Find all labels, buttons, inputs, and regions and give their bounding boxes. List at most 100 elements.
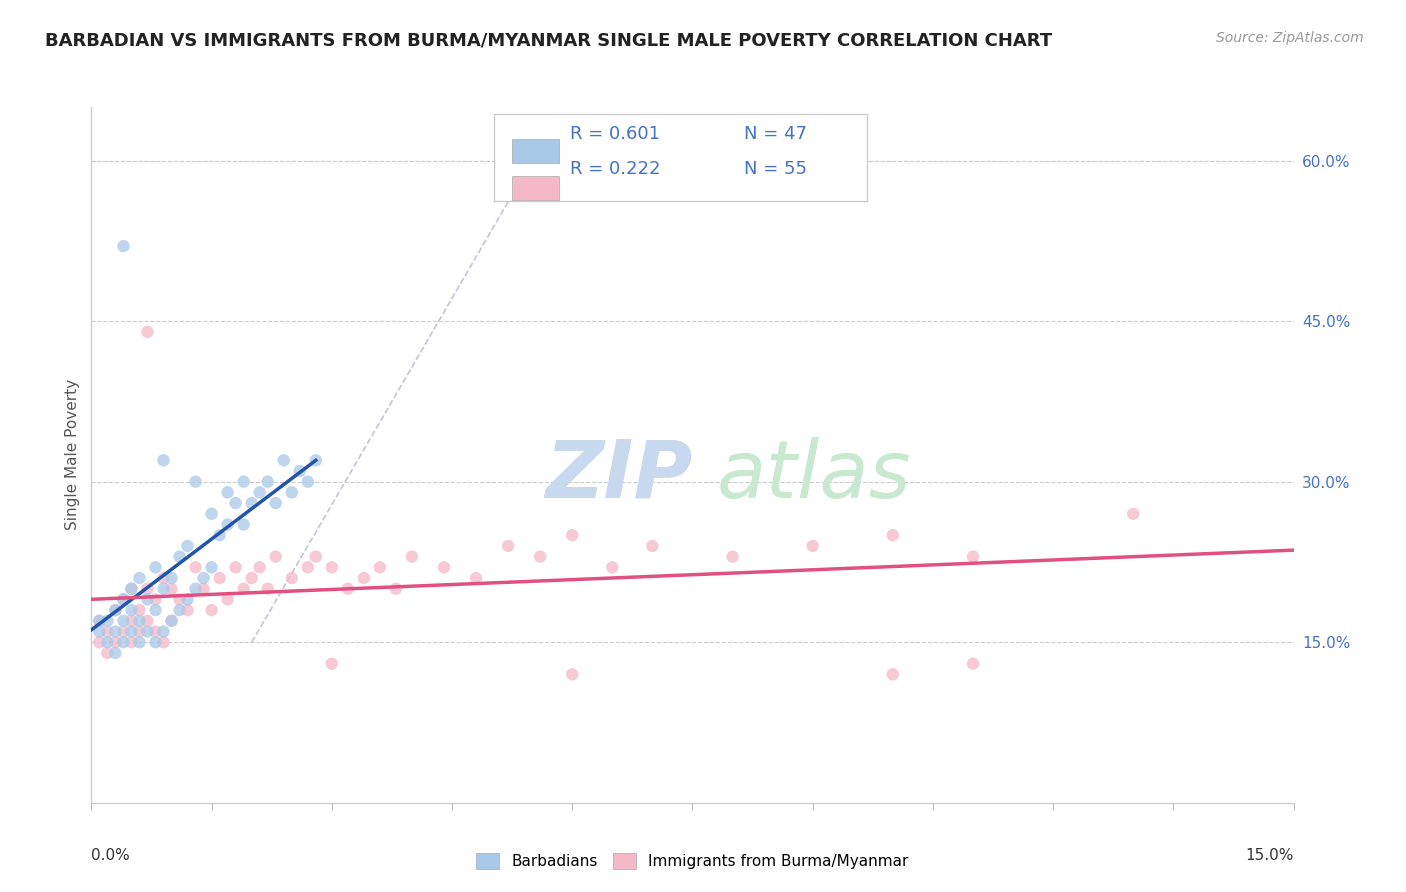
Text: atlas: atlas <box>717 437 911 515</box>
Point <box>152 453 174 467</box>
Point <box>561 667 583 681</box>
Point <box>121 624 143 639</box>
Point <box>121 582 143 596</box>
FancyBboxPatch shape <box>494 114 866 201</box>
Point <box>801 539 824 553</box>
Point <box>201 507 224 521</box>
Text: R = 0.601: R = 0.601 <box>569 125 659 144</box>
Point <box>176 592 198 607</box>
Point <box>160 571 183 585</box>
Point <box>217 517 239 532</box>
Point <box>112 239 135 253</box>
Point <box>169 592 191 607</box>
Point <box>184 560 207 574</box>
Point <box>112 635 135 649</box>
Point <box>176 539 198 553</box>
Point <box>401 549 423 564</box>
Point <box>232 582 254 596</box>
Point <box>529 549 551 564</box>
Point <box>232 475 254 489</box>
Point <box>96 646 118 660</box>
Point <box>160 614 183 628</box>
FancyBboxPatch shape <box>512 176 560 200</box>
Point <box>641 539 664 553</box>
Point <box>112 592 135 607</box>
Point <box>128 571 150 585</box>
Point <box>281 485 304 500</box>
Point <box>136 582 159 596</box>
Text: BARBADIAN VS IMMIGRANTS FROM BURMA/MYANMAR SINGLE MALE POVERTY CORRELATION CHART: BARBADIAN VS IMMIGRANTS FROM BURMA/MYANM… <box>45 31 1052 49</box>
Point <box>96 624 118 639</box>
Point <box>353 571 375 585</box>
Point <box>217 485 239 500</box>
Point <box>433 560 456 574</box>
Point <box>89 635 111 649</box>
Point <box>225 560 247 574</box>
Point <box>962 657 984 671</box>
Point <box>104 646 127 660</box>
Point <box>201 603 224 617</box>
Point <box>169 603 191 617</box>
Point <box>882 667 904 681</box>
Point <box>145 624 167 639</box>
Point <box>249 485 271 500</box>
Point <box>225 496 247 510</box>
Point <box>104 603 127 617</box>
Point <box>112 624 135 639</box>
Point <box>145 560 167 574</box>
Point <box>136 624 159 639</box>
Point <box>273 453 295 467</box>
Point <box>602 560 624 574</box>
Point <box>962 549 984 564</box>
Point <box>136 325 159 339</box>
Text: Source: ZipAtlas.com: Source: ZipAtlas.com <box>1216 31 1364 45</box>
Point <box>305 453 328 467</box>
Point <box>249 560 271 574</box>
Point <box>96 614 118 628</box>
Point <box>193 571 215 585</box>
Point <box>208 528 231 542</box>
Point <box>882 528 904 542</box>
Point <box>321 657 343 671</box>
Point <box>89 624 111 639</box>
Point <box>89 614 111 628</box>
Point <box>136 614 159 628</box>
Point <box>121 614 143 628</box>
Point <box>176 603 198 617</box>
Point <box>128 603 150 617</box>
FancyBboxPatch shape <box>512 139 560 162</box>
Point <box>121 635 143 649</box>
Legend: Barbadians, Immigrants from Burma/Myanmar: Barbadians, Immigrants from Burma/Myanma… <box>470 847 915 875</box>
Point <box>112 614 135 628</box>
Point <box>465 571 488 585</box>
Point <box>288 464 311 478</box>
Point <box>721 549 744 564</box>
Point <box>121 582 143 596</box>
Point <box>128 624 150 639</box>
Point <box>152 571 174 585</box>
Point <box>264 549 287 564</box>
Point <box>104 603 127 617</box>
Point <box>169 549 191 564</box>
Point <box>240 496 263 510</box>
Point <box>281 571 304 585</box>
Point <box>232 517 254 532</box>
Point <box>104 635 127 649</box>
Text: N = 47: N = 47 <box>744 125 807 144</box>
Point <box>201 560 224 574</box>
Point <box>152 624 174 639</box>
Point <box>256 582 278 596</box>
Point <box>160 614 183 628</box>
Point <box>152 582 174 596</box>
Y-axis label: Single Male Poverty: Single Male Poverty <box>65 379 80 531</box>
Point <box>136 592 159 607</box>
Point <box>184 582 207 596</box>
Point <box>145 603 167 617</box>
Point <box>297 560 319 574</box>
Point <box>128 614 150 628</box>
Text: ZIP: ZIP <box>546 437 692 515</box>
Point <box>208 571 231 585</box>
Point <box>96 635 118 649</box>
Point <box>297 475 319 489</box>
Text: 15.0%: 15.0% <box>1246 847 1294 863</box>
